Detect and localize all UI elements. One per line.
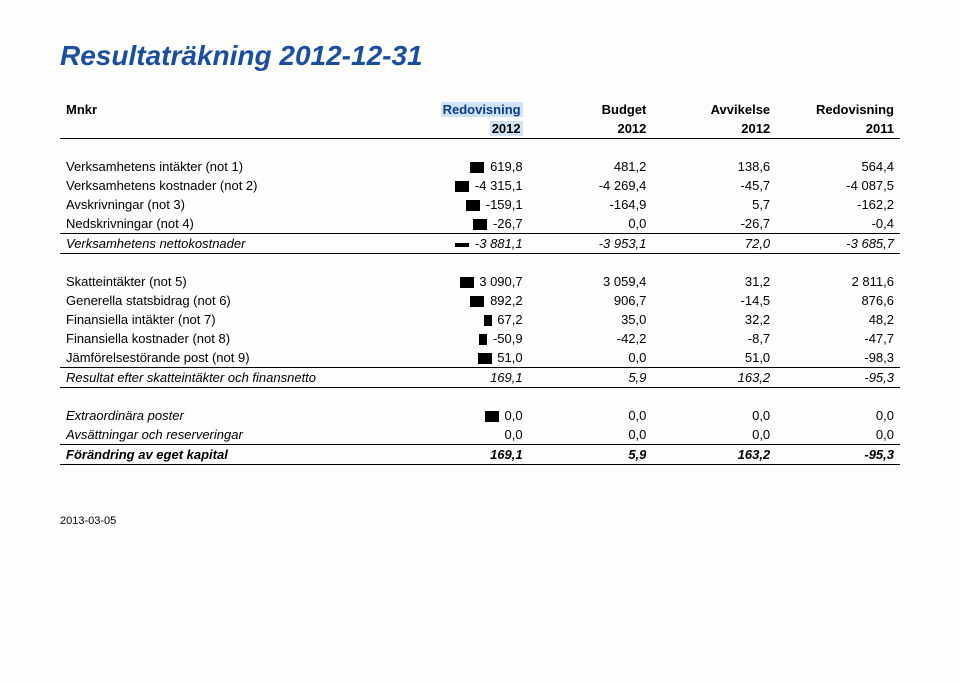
table-row: Verksamhetens nettokostnader -3 881,1 -3… — [60, 234, 900, 254]
table-row: Verksamhetens kostnader (not 2) -4 315,1… — [60, 176, 900, 195]
table-row: Resultat efter skatteintäkter och finans… — [60, 368, 900, 388]
year-2012-b: 2012 — [529, 119, 653, 139]
result-table: Mnkr Redovisning Budget Avvikelse Redovi… — [60, 100, 900, 465]
year-2012-c: 2012 — [652, 119, 776, 139]
unit-label: Mnkr — [60, 100, 405, 119]
table-row: Förändring av eget kapital 169,1 5,9163,… — [60, 445, 900, 465]
year-2011: 2011 — [776, 119, 900, 139]
table-row: Finansiella kostnader (not 8) -50,9 -42,… — [60, 329, 900, 348]
table-row: Jämförelsestörande post (not 9) 51,0 0,0… — [60, 348, 900, 368]
table-row: Finansiella intäkter (not 7) 67,2 35,032… — [60, 310, 900, 329]
table-row: Avskrivningar (not 3) -159,1 -164,95,7-1… — [60, 195, 900, 214]
page-title: Resultaträkning 2012-12-31 — [60, 40, 900, 72]
col-redovisning-prev: Redovisning — [776, 100, 900, 119]
table-row: Extraordinära poster 0,0 0,00,00,0 — [60, 406, 900, 425]
table-row: Skatteintäkter (not 5) 3 090,7 3 059,431… — [60, 272, 900, 291]
year-2012-a: 2012 — [405, 119, 529, 139]
footer-date: 2013-03-05 — [60, 515, 900, 527]
col-avvikelse: Avvikelse — [652, 100, 776, 119]
table-row: Avsättningar och reserveringar 0,0 0,00,… — [60, 425, 900, 445]
table-row: Nedskrivningar (not 4) -26,7 0,0-26,7-0,… — [60, 214, 900, 234]
table-row: Verksamhetens intäkter (not 1) 619,8 481… — [60, 157, 900, 176]
col-redovisning: Redovisning — [405, 100, 529, 119]
col-budget: Budget — [529, 100, 653, 119]
table-row: Generella statsbidrag (not 6) 892,2 906,… — [60, 291, 900, 310]
